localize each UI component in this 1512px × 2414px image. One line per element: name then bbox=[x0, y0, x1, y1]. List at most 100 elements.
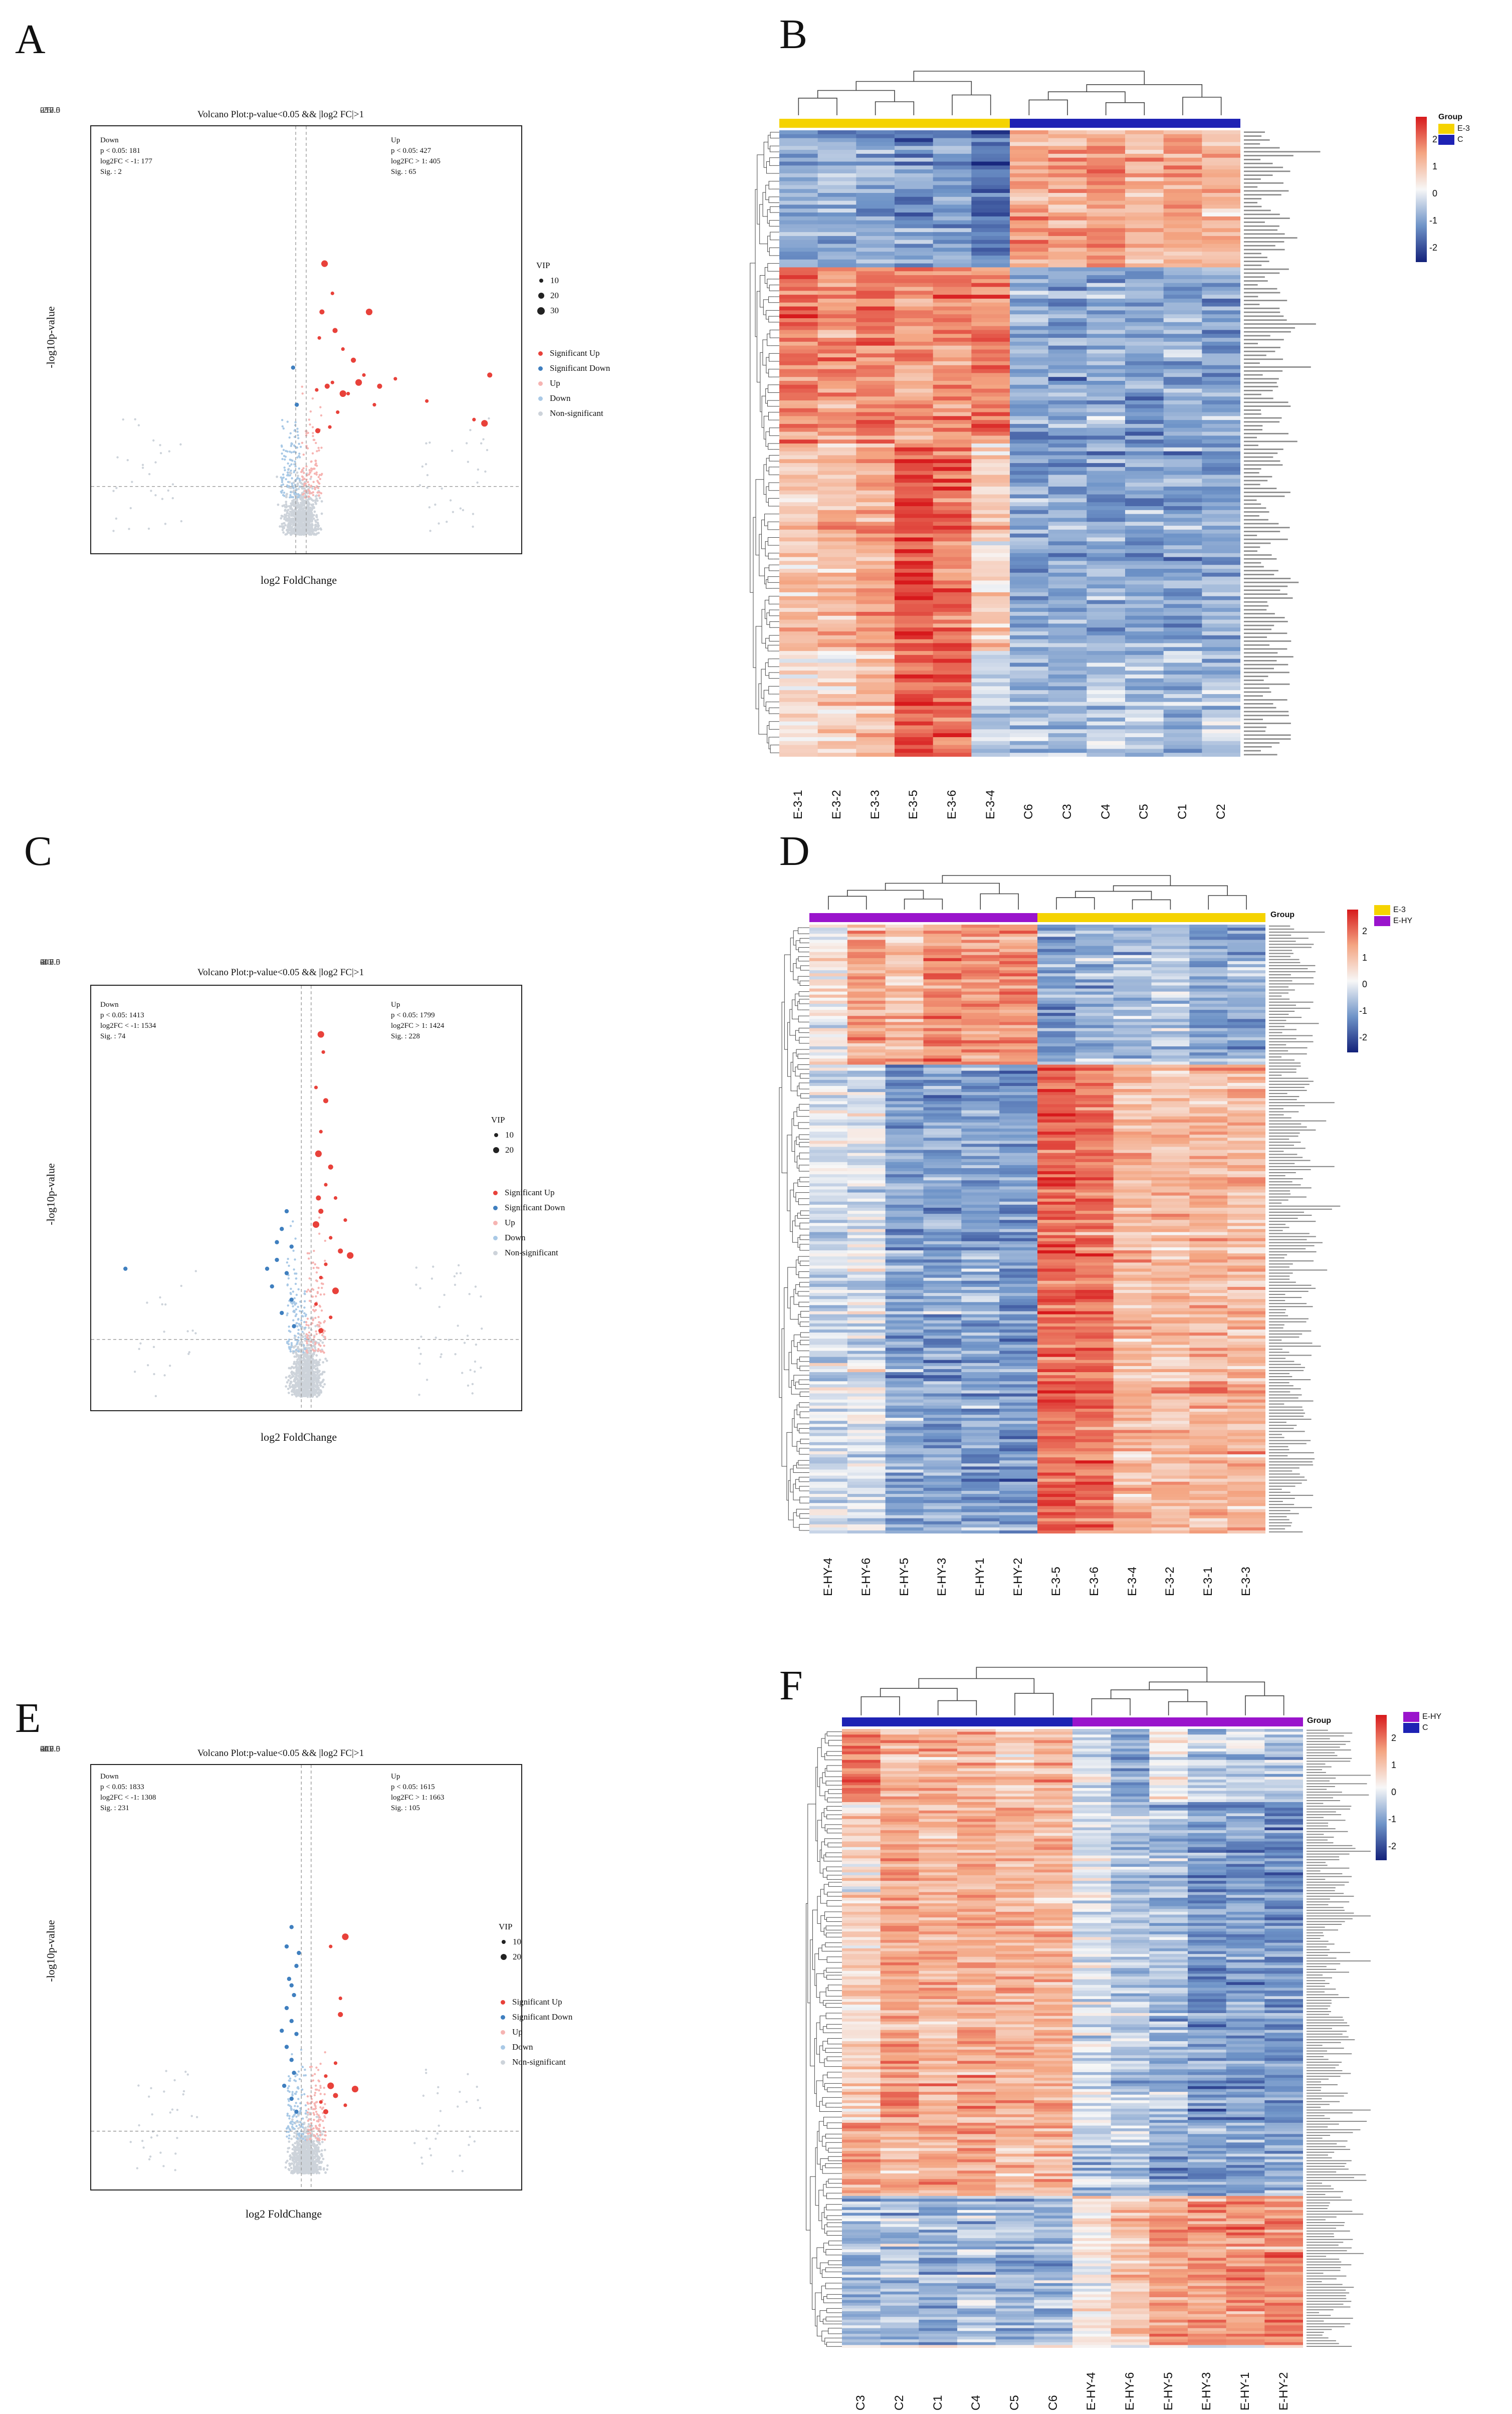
non-significant-point bbox=[311, 1345, 314, 1348]
non-significant-point bbox=[315, 1354, 318, 1357]
heatmap-cell bbox=[779, 314, 818, 319]
dendrogram-branch bbox=[768, 412, 772, 420]
down-summary: Down p < 0.05: 1833 log2FC < -1: 1308 Si… bbox=[100, 1772, 156, 1814]
up-label: Up bbox=[391, 136, 400, 144]
heatmap-cell bbox=[1048, 212, 1087, 217]
non-significant-point bbox=[475, 1343, 478, 1346]
non-significant-point bbox=[304, 1363, 307, 1366]
down-point bbox=[286, 2114, 289, 2117]
heatmap-cell bbox=[1048, 177, 1087, 182]
non-significant-point bbox=[426, 486, 428, 489]
heatmap-cell bbox=[895, 291, 934, 295]
down-point bbox=[287, 481, 290, 483]
heatmap-cell bbox=[1087, 377, 1126, 381]
up-point bbox=[305, 1321, 308, 1324]
down-point bbox=[286, 486, 289, 488]
heatmap-cell bbox=[1163, 134, 1202, 139]
up-point bbox=[315, 1333, 318, 1336]
down-point bbox=[292, 1290, 295, 1293]
heatmap-cell bbox=[1163, 146, 1202, 150]
up-point bbox=[317, 2069, 320, 2071]
heatmap-cell bbox=[1048, 130, 1087, 135]
heatmap-cell bbox=[1010, 181, 1049, 185]
non-significant-point bbox=[456, 1272, 458, 1275]
heatmap-cell bbox=[1163, 189, 1202, 193]
dendrogram-branch bbox=[767, 576, 774, 583]
heatmap-cell bbox=[895, 396, 934, 401]
significant-up-point bbox=[317, 1031, 324, 1038]
non-significant-point bbox=[304, 1352, 307, 1354]
non-significant-point bbox=[148, 473, 151, 476]
non-significant-point bbox=[294, 504, 297, 506]
down-sig-count: Sig. : 231 bbox=[100, 1804, 129, 1812]
heatmap-cell bbox=[856, 291, 895, 295]
heatmap-cell bbox=[856, 236, 895, 241]
heatmap-cell bbox=[933, 236, 972, 241]
down-point bbox=[295, 1313, 298, 1315]
down-point bbox=[286, 1342, 289, 1345]
heatmap-cell bbox=[1163, 451, 1202, 456]
down-point bbox=[293, 1309, 295, 1312]
heatmap-cell bbox=[1202, 416, 1240, 420]
up-point bbox=[316, 485, 318, 488]
down-point bbox=[286, 1314, 288, 1316]
significant-down-point bbox=[294, 2032, 299, 2036]
heatmap-cell bbox=[933, 185, 972, 189]
heatmap-cell bbox=[1048, 263, 1087, 268]
up-point bbox=[312, 1319, 314, 1322]
non-significant-point bbox=[320, 512, 323, 515]
down-point bbox=[290, 442, 293, 445]
heatmap-cell bbox=[779, 381, 818, 385]
heatmap-cell bbox=[1163, 212, 1202, 217]
dendrogram-branch bbox=[769, 157, 772, 166]
non-significant-point bbox=[315, 2115, 318, 2118]
heatmap-cell bbox=[817, 283, 856, 288]
heatmap-cell bbox=[1048, 451, 1087, 456]
heatmap-cell bbox=[817, 326, 856, 331]
non-significant-point bbox=[324, 1357, 327, 1360]
heatmap-cell bbox=[1010, 416, 1049, 420]
non-significant-point bbox=[282, 526, 285, 529]
down-point bbox=[285, 478, 287, 481]
non-significant-point bbox=[305, 2116, 308, 2119]
heatmap-cell bbox=[1010, 420, 1049, 424]
heatmap-cell bbox=[817, 157, 856, 162]
non-significant-point bbox=[291, 532, 294, 535]
heatmap-cell bbox=[1202, 189, 1240, 193]
up-point bbox=[323, 2126, 325, 2129]
heatmap-cell bbox=[933, 326, 972, 331]
non-significant-point bbox=[190, 2115, 193, 2117]
heatmap-cell bbox=[779, 267, 818, 272]
heatmap-cell bbox=[1125, 349, 1164, 354]
heatmap-cell bbox=[856, 161, 895, 166]
heatmap-cell bbox=[1202, 220, 1240, 225]
heatmap-cell bbox=[856, 212, 895, 217]
heatmap-cell bbox=[1087, 416, 1126, 420]
down-point bbox=[295, 2102, 297, 2104]
heatmap-cell bbox=[779, 271, 818, 276]
heatmap-cell bbox=[779, 252, 818, 256]
row-dendrogram bbox=[750, 132, 779, 753]
non-significant-point bbox=[477, 468, 480, 471]
non-significant-point bbox=[307, 527, 310, 530]
heatmap-cell bbox=[1125, 259, 1164, 264]
non-significant-point bbox=[292, 528, 295, 531]
heatmap-cell bbox=[1163, 396, 1202, 401]
up-point bbox=[320, 492, 323, 495]
down-point bbox=[297, 1305, 299, 1308]
heatmap-cell bbox=[817, 396, 856, 401]
down-point bbox=[304, 1290, 306, 1292]
non-significant-point bbox=[306, 1344, 309, 1347]
non-significant-point bbox=[309, 513, 312, 516]
legend-non-significant: Non-significant bbox=[491, 1245, 565, 1260]
non-significant-point bbox=[297, 1346, 300, 1349]
significant-up-point bbox=[318, 1328, 324, 1334]
non-significant-point bbox=[286, 1381, 289, 1384]
non-significant-point bbox=[474, 1285, 477, 1288]
heatmap-cell bbox=[1202, 349, 1240, 354]
heatmap-cell bbox=[1010, 444, 1049, 448]
dendrogram-branch bbox=[768, 296, 775, 303]
heatmap-cell bbox=[817, 384, 856, 389]
non-significant-point bbox=[141, 464, 144, 466]
heatmap-cell bbox=[856, 287, 895, 291]
